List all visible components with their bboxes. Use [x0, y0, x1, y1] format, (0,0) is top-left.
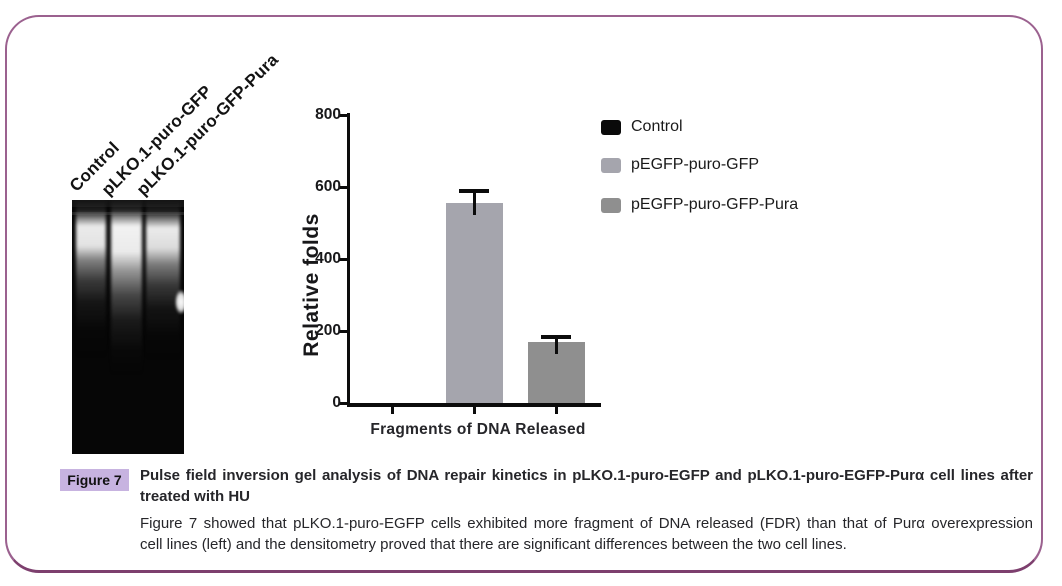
y-tick-label: 600 — [315, 178, 341, 195]
caption-body-line-1: Figure 7 showed that pLKO.1-puro-EGFP ce… — [140, 515, 1033, 532]
error-bar-stem-pEGFP-puro-GFP — [472, 190, 476, 216]
x-tick-1 — [472, 407, 476, 414]
gel-edge-artifact — [175, 290, 184, 314]
y-tick-label: 0 — [332, 394, 341, 411]
x-tick-2 — [554, 407, 558, 414]
gel-lane-plko-gfp-pura — [146, 200, 180, 454]
caption-body-line-2: cell lines (left) and the densitometry p… — [140, 536, 847, 553]
gel-lane-control — [76, 200, 106, 454]
y-tick-label: 400 — [315, 250, 341, 267]
y-tick — [339, 113, 347, 117]
y-tick — [339, 329, 347, 333]
y-tick — [339, 401, 347, 405]
error-bar-cap-pEGFP-puro-GFP-Pura — [541, 335, 571, 340]
legend-label-pegfp-gfp: pEGFP-puro-GFP — [631, 156, 760, 173]
legend-swatch-pegfp-gfp-pura — [601, 198, 621, 213]
legend-label-control: Control — [631, 118, 683, 135]
legend-label-pegfp-gfp-pura: pEGFP-puro-GFP-Pura — [631, 196, 799, 213]
bar-pEGFP-puro-GFP — [445, 203, 503, 403]
gel-lane-plko-gfp — [111, 200, 142, 454]
legend-swatch-control — [601, 120, 621, 135]
caption-title-line-2: treated with HU — [140, 488, 251, 505]
y-axis-line — [347, 113, 350, 407]
x-tick-0 — [390, 407, 394, 414]
y-tick — [339, 257, 347, 261]
error-bar-stem-pEGFP-puro-GFP-Pura — [554, 337, 558, 354]
y-tick-label: 200 — [315, 322, 341, 339]
legend-swatch-pegfp-gfp — [601, 158, 621, 173]
x-axis-title: Fragments of DNA Released — [370, 421, 586, 438]
figure-badge: Figure 7 — [60, 469, 129, 491]
figure-frame — [5, 15, 1043, 573]
caption-title-line-1: Pulse field inversion gel analysis of DN… — [140, 467, 1033, 484]
x-axis-line — [347, 403, 601, 407]
error-bar-cap-pEGFP-puro-GFP — [459, 188, 489, 193]
y-tick — [339, 185, 347, 189]
gel-image — [72, 200, 184, 454]
y-tick-label: 800 — [315, 106, 341, 123]
